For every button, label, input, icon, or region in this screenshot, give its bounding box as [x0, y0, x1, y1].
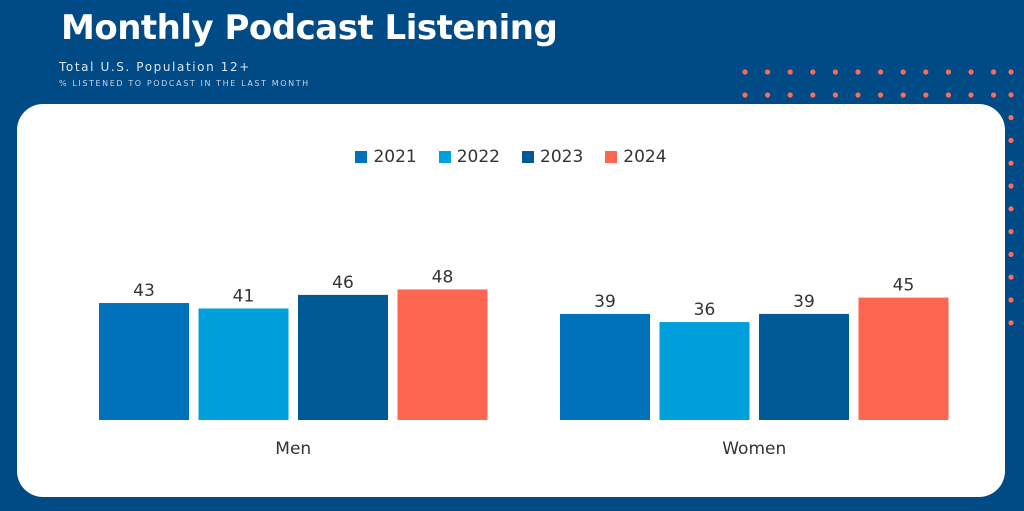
bar-women-2024	[858, 297, 949, 420]
bar-men-2024	[397, 289, 488, 420]
data-label: 43	[133, 281, 155, 301]
bar-men-2021	[99, 303, 189, 420]
decorative-dot	[787, 69, 793, 75]
data-label: 36	[694, 300, 716, 320]
decorative-dot	[1008, 297, 1014, 303]
data-label: 39	[793, 292, 815, 312]
decorative-dot	[945, 69, 951, 75]
category-label: Men	[275, 439, 311, 459]
legend-swatch	[522, 151, 534, 163]
decorative-dot	[1008, 115, 1014, 121]
decorative-dot	[787, 92, 793, 98]
bar-women-2023	[759, 313, 849, 420]
chart-subtitle: Total U.S. Population 12+	[59, 60, 251, 74]
decorative-dot	[1008, 274, 1014, 280]
decorative-dot	[742, 69, 748, 75]
data-label: 48	[432, 267, 454, 287]
legend-label: 2021	[373, 147, 417, 167]
decorative-dot-column	[1008, 69, 1014, 326]
legend-item: 2024	[605, 147, 667, 167]
decorative-dot	[991, 92, 997, 98]
bar-men-2022	[198, 308, 289, 420]
decorative-dot	[923, 69, 929, 75]
data-label: 45	[893, 276, 915, 296]
decorative-dot	[1008, 92, 1014, 98]
data-label: 39	[594, 292, 616, 312]
decorative-dot	[1008, 69, 1014, 75]
legend-item: 2021	[355, 147, 417, 167]
decorative-dot	[878, 92, 884, 98]
decorative-dot	[1008, 251, 1014, 257]
decorative-dot	[855, 69, 861, 75]
decorative-dot	[1008, 183, 1014, 189]
page-title: Monthly Podcast Listening	[61, 8, 558, 48]
decorative-dot	[945, 92, 951, 98]
chart-card: 2021 2022 2023 2024 43 41 46 48 Men 39 36 39 45 Wome…	[17, 104, 1005, 497]
data-label: 41	[233, 286, 255, 306]
legend-label: 2022	[456, 147, 500, 167]
legend-item: 2023	[522, 147, 583, 167]
legend-swatch	[605, 151, 618, 163]
decorative-dot	[832, 69, 838, 75]
data-label: 46	[332, 273, 354, 293]
decorative-dot	[1008, 160, 1014, 166]
legend-item: 2022	[438, 147, 500, 167]
bar-women-2022	[659, 322, 750, 420]
bar-women-2021	[560, 313, 650, 420]
decorative-dot	[832, 92, 838, 98]
decorative-dot	[1008, 137, 1014, 143]
chart-legend: 2021 2022 2023 2024	[17, 147, 1005, 167]
decorative-dot	[968, 92, 974, 98]
decorative-dot	[810, 69, 816, 75]
decorative-dot	[810, 92, 816, 98]
decorative-dot	[855, 92, 861, 98]
decorative-dot	[923, 92, 929, 98]
decorative-dot	[991, 69, 997, 75]
decorative-dot	[765, 92, 771, 98]
bar-men-2023	[298, 294, 388, 420]
decorative-dot	[878, 69, 884, 75]
legend-swatch	[438, 151, 451, 163]
decorative-dot-grid	[742, 69, 997, 98]
decorative-dot	[742, 92, 748, 98]
decorative-dot	[900, 69, 906, 75]
decorative-dot	[900, 92, 906, 98]
decorative-dot	[1008, 206, 1014, 212]
decorative-dot	[968, 69, 974, 75]
legend-label: 2023	[540, 147, 584, 167]
decorative-dot	[765, 69, 771, 75]
legend-label: 2024	[623, 147, 667, 167]
chart-note: % LISTENED TO PODCAST IN THE LAST MONTH	[59, 79, 310, 88]
bar-chart: 43 41 46 48 Men 39 36 39 45 Women	[99, 267, 949, 459]
legend-swatch	[355, 151, 368, 163]
decorative-dot	[1008, 320, 1014, 326]
category-label: Women	[722, 439, 786, 459]
decorative-dot	[1008, 229, 1014, 235]
